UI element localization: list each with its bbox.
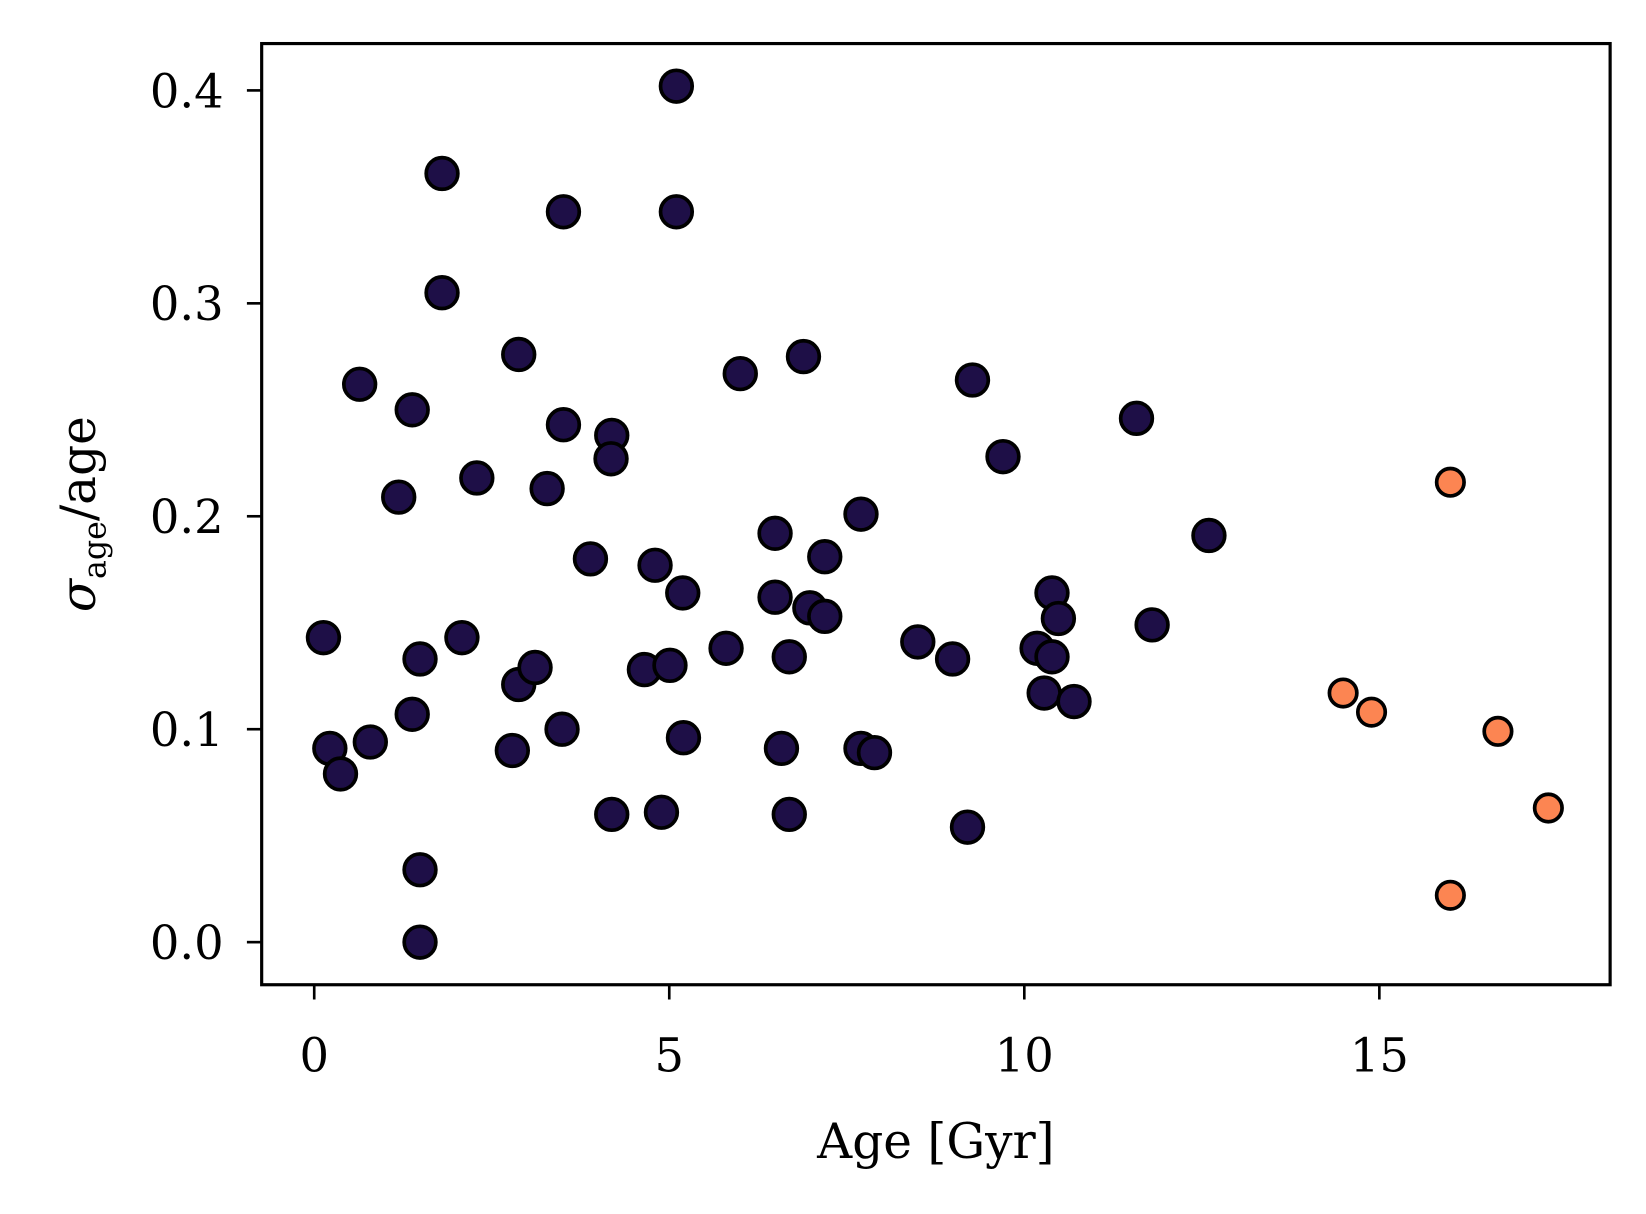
main-point xyxy=(381,479,417,515)
main-point xyxy=(900,624,936,660)
main-point xyxy=(771,796,807,833)
main-point xyxy=(658,68,695,104)
main-point xyxy=(545,407,582,443)
main-point xyxy=(785,338,822,375)
x-tick-label: 10 xyxy=(995,1028,1054,1082)
main-point xyxy=(594,796,630,833)
outliers-point xyxy=(1434,466,1466,498)
main-point xyxy=(807,598,843,635)
main-point xyxy=(444,619,480,656)
main-point xyxy=(501,336,537,373)
main-point xyxy=(322,756,359,792)
x-tick-label: 0 xyxy=(299,1028,329,1082)
main-point xyxy=(771,639,807,675)
main-point xyxy=(1026,675,1062,711)
y-tick-label: 0.3 xyxy=(150,277,224,331)
y-tick-label: 0.0 xyxy=(150,916,224,970)
main-point xyxy=(459,460,495,496)
plot-frame xyxy=(260,41,1612,987)
outliers-point xyxy=(1355,696,1388,728)
main-point xyxy=(305,619,342,656)
x-tick-label: 15 xyxy=(1350,1028,1409,1082)
main-point xyxy=(665,720,702,756)
main-point xyxy=(763,730,800,767)
main-point xyxy=(637,547,673,583)
y-axis-label-tail: /age xyxy=(51,416,107,521)
main-point xyxy=(394,696,430,732)
main-point xyxy=(1118,400,1155,437)
main-point xyxy=(757,515,793,551)
main-point xyxy=(652,647,688,684)
main-point xyxy=(954,362,991,398)
main-point xyxy=(1034,639,1070,675)
main-point xyxy=(572,541,609,577)
main-point xyxy=(757,579,793,615)
main-point xyxy=(934,641,971,677)
y-axis-label-sigma: σ xyxy=(51,577,107,612)
y-axis-label: σage/age xyxy=(51,416,114,612)
main-point xyxy=(352,724,388,760)
main-point xyxy=(402,852,438,888)
x-tick-label: 5 xyxy=(654,1028,684,1082)
main-point xyxy=(494,732,531,769)
y-tick-label: 0.1 xyxy=(150,703,224,757)
main-point xyxy=(545,194,582,230)
y-axis: 0.0 0.1 0.2 0.3 0.4 xyxy=(150,64,262,970)
main-point xyxy=(402,641,438,677)
outliers-point xyxy=(1434,879,1466,911)
main-point xyxy=(856,734,893,771)
outliers-point xyxy=(1327,677,1359,709)
outliers-point xyxy=(1482,715,1514,747)
main-point xyxy=(665,575,701,611)
data-points xyxy=(305,68,1564,960)
main-point xyxy=(1134,607,1170,643)
main-point xyxy=(949,809,986,845)
main-point xyxy=(658,194,695,230)
main-point xyxy=(517,649,553,686)
y-axis-label-subscript: age xyxy=(78,521,114,579)
main-point xyxy=(1191,517,1227,554)
main-point xyxy=(807,539,843,575)
main-point xyxy=(341,366,378,402)
main-point xyxy=(722,355,758,392)
main-point xyxy=(424,275,460,311)
main-point xyxy=(424,155,460,192)
main-point xyxy=(643,794,680,830)
main-point xyxy=(544,711,580,747)
main-point xyxy=(843,496,879,532)
main-point xyxy=(394,392,430,428)
main-point xyxy=(1056,683,1092,720)
main-point xyxy=(1040,600,1077,637)
main-point xyxy=(529,470,565,507)
main-point xyxy=(708,630,744,666)
outliers-point xyxy=(1532,792,1564,824)
main-point xyxy=(593,441,629,477)
main-point xyxy=(985,438,1021,475)
x-axis: 0 5 10 15 xyxy=(299,984,1409,1082)
y-tick-label: 0.4 xyxy=(150,64,224,118)
y-tick-label: 0.2 xyxy=(150,490,224,544)
main-point xyxy=(402,924,438,960)
x-axis-label: Age [Gyr] xyxy=(816,1114,1054,1170)
